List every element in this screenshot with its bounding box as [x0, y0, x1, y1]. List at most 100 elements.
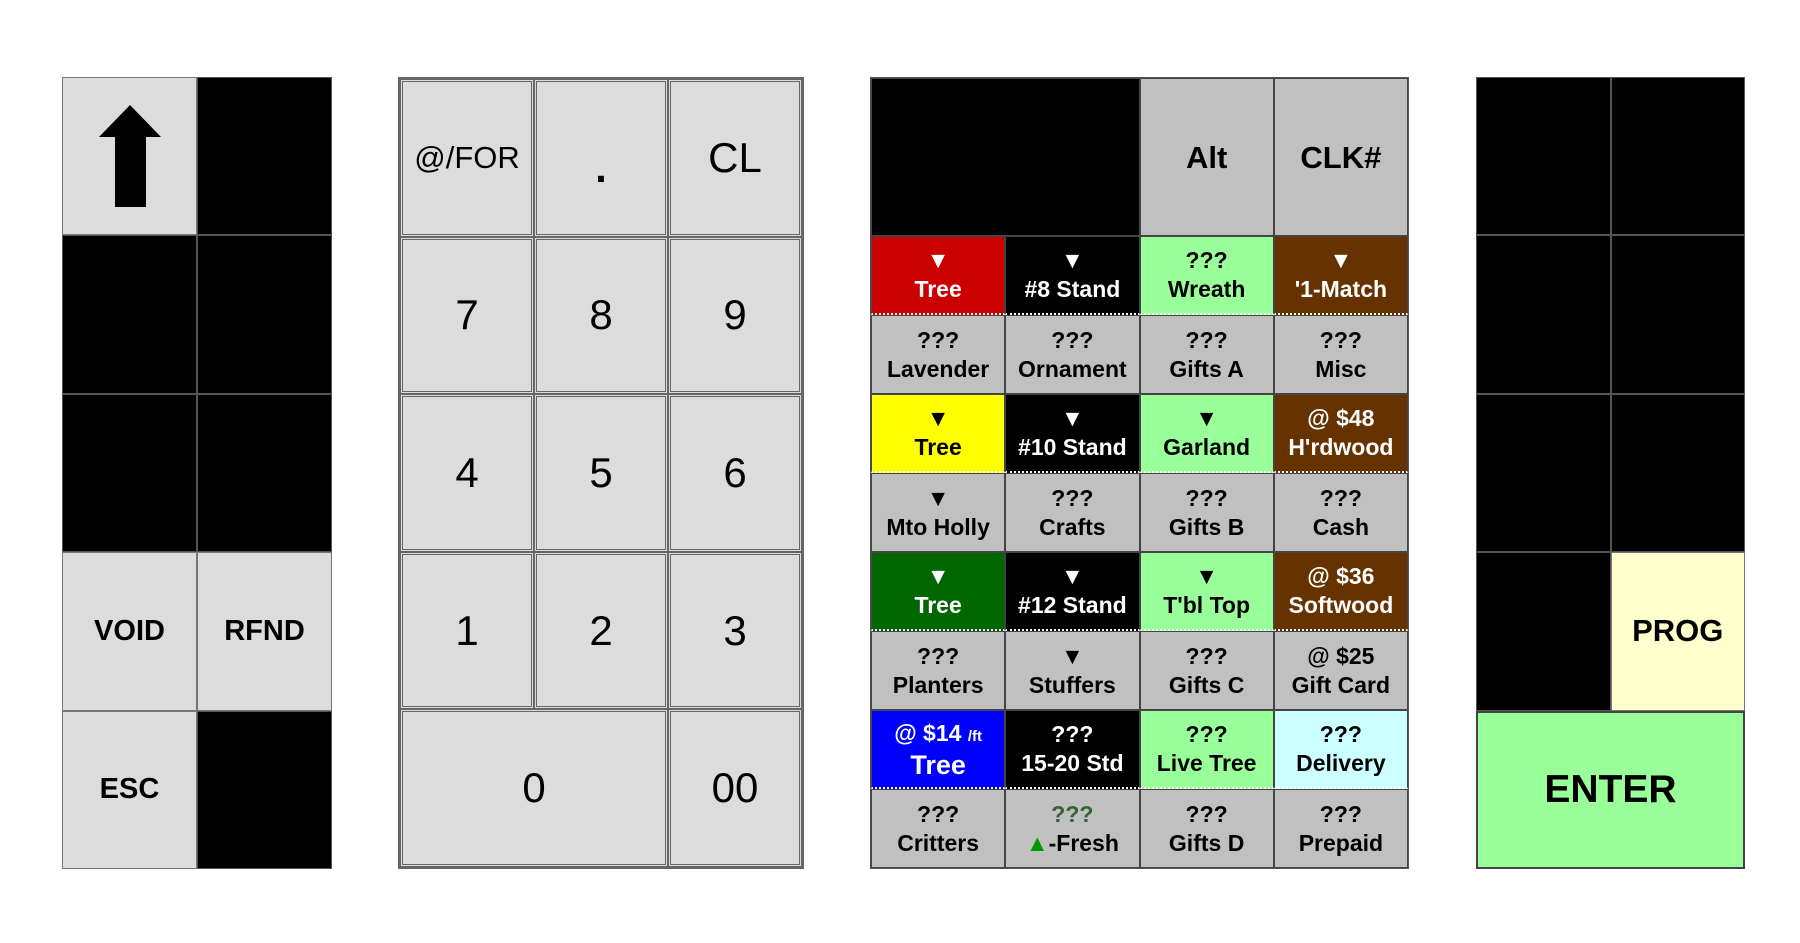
digit-2-button[interactable]: 2 [534, 551, 668, 710]
dept-key-t-bl-top[interactable]: ▼ T'bl Top [1139, 552, 1274, 631]
dept-key-gift-card[interactable]: @ $25 Gift Card [1273, 631, 1408, 710]
dept-key-gifts-c[interactable]: ??? Gifts C [1139, 631, 1274, 710]
dept-key-tree[interactable]: ▼ Tree [871, 552, 1006, 631]
enter-button[interactable]: ENTER [1476, 710, 1745, 869]
key-line-1: ??? [917, 800, 959, 829]
key-line-2-text: #8 Stand [1024, 276, 1121, 302]
dept-key-1-match[interactable]: ▼ '1-Match [1273, 236, 1408, 315]
dept-key-softwood[interactable]: @ $36 Softwood [1273, 552, 1408, 631]
key-line-1: ▼ [1061, 246, 1084, 275]
key-line-2-text: Critters [897, 829, 980, 856]
key-line-2-text: Prepaid [1298, 829, 1384, 856]
key-line-2: Gifts D [1169, 829, 1244, 858]
void-button[interactable]: VOID [62, 552, 197, 711]
dept-key-delivery[interactable]: ??? Delivery [1273, 710, 1408, 789]
key-line-1-text: @ $14 [894, 719, 962, 746]
key-line-2-text: Crafts [1039, 513, 1106, 540]
key-line-1-text: ▼ [1060, 247, 1084, 273]
dept-key-gifts-d[interactable]: ??? Gifts D [1139, 789, 1274, 868]
digit-6-button[interactable]: 6 [668, 394, 802, 552]
digit-9-button[interactable]: 9 [668, 236, 802, 395]
key-line-1: ??? [1320, 800, 1362, 829]
alt-button[interactable]: Alt [1139, 78, 1274, 236]
at-for-button[interactable]: @/FOR [400, 79, 534, 237]
dept-key-12-stand[interactable]: ▼ #12 Stand [1005, 552, 1140, 631]
clear-button[interactable]: CL [668, 79, 802, 237]
dept-key-stuffers[interactable]: ▼ Stuffers [1005, 631, 1140, 710]
dept-key-tree[interactable]: @ $14 /ft Tree [871, 710, 1006, 789]
refund-button[interactable]: RFND [197, 552, 332, 711]
key-line-2-text: Tree [914, 434, 962, 460]
dept-key-critters[interactable]: ??? Critters [871, 789, 1006, 868]
dept-key-cash[interactable]: ??? Cash [1273, 473, 1408, 552]
key-line-2: Delivery [1296, 749, 1386, 778]
dept-key-15-20-std[interactable]: ??? 15-20 Std [1005, 710, 1140, 789]
clerk-number-button[interactable]: CLK# [1273, 78, 1408, 236]
key-line-2: Planters [893, 671, 984, 700]
key-line-2: Garland [1163, 433, 1250, 462]
dept-key-tree[interactable]: ▼ Tree [871, 236, 1006, 315]
key-line-1-text: ▼ [1060, 563, 1084, 589]
key-line-1-text: ▼ [1060, 642, 1084, 669]
key-line-2-text: -Fresh [1048, 829, 1119, 856]
blank-key [197, 393, 332, 553]
dept-key-ornament[interactable]: ??? Ornament [1005, 315, 1140, 394]
dept-key-gifts-b[interactable]: ??? Gifts B [1139, 473, 1274, 552]
prog-button[interactable]: PROG [1610, 552, 1745, 711]
double-zero-button[interactable]: 00 [668, 709, 802, 867]
key-line-1: ??? [1186, 720, 1228, 749]
digit-5-button[interactable]: 5 [534, 394, 668, 552]
key-line-1-text: ??? [1051, 721, 1094, 747]
esc-button[interactable]: ESC [62, 710, 197, 869]
dept-key-misc[interactable]: ??? Misc [1273, 315, 1408, 394]
dept-key-prepaid[interactable]: ??? Prepaid [1273, 789, 1408, 868]
digit-7-button[interactable]: 7 [400, 236, 534, 395]
key-line-2-text: Tree [910, 749, 966, 780]
key-line-1: ??? [1051, 326, 1093, 355]
dept-key-lavender[interactable]: ??? Lavender [871, 315, 1006, 394]
dept-key-live-tree[interactable]: ??? Live Tree [1139, 710, 1274, 789]
key-line-2: Tree [914, 591, 961, 620]
key-line-2: Gifts C [1169, 671, 1244, 700]
key-line-1-text: ??? [1185, 800, 1228, 827]
key-line-2: Tree [914, 275, 961, 304]
decimal-button[interactable]: . [534, 79, 668, 237]
key-line-2-text: Wreath [1167, 276, 1246, 302]
key-line-1: ??? [1186, 246, 1228, 275]
key-line-1-text: ▼ [1195, 563, 1218, 589]
dept-key-10-stand[interactable]: ▼ #10 Stand [1005, 394, 1140, 473]
dept-key-mto-holly[interactable]: ▼ Mto Holly [871, 473, 1006, 552]
key-line-2-text: Gifts B [1168, 513, 1245, 540]
digit-8-button[interactable]: 8 [534, 236, 668, 395]
key-line-1-text: ??? [1319, 800, 1362, 827]
shift-button[interactable] [62, 77, 197, 236]
dept-key-fresh[interactable]: ??? ▲-Fresh [1005, 789, 1140, 868]
key-line-1: ▼ [1061, 642, 1084, 671]
digit-0-button[interactable]: 0 [400, 709, 668, 867]
dept-key-crafts[interactable]: ??? Crafts [1005, 473, 1140, 552]
key-line-2: Ornament [1018, 355, 1127, 384]
blank-key [1476, 77, 1611, 236]
function-keys-right: PROG ENTER [1476, 77, 1745, 869]
key-line-1-text: ??? [1185, 247, 1228, 273]
dept-key-tree[interactable]: ▼ Tree [871, 394, 1006, 473]
digit-1-button[interactable]: 1 [400, 551, 534, 710]
blank-key [62, 393, 197, 553]
numeric-keypad: @/FOR . CL 7 8 9 4 5 6 1 2 3 0 00 [398, 77, 804, 869]
dept-key-wreath[interactable]: ??? Wreath [1139, 236, 1274, 315]
key-line-1: ▼ [927, 484, 950, 513]
dept-key-h-rdwood[interactable]: @ $48 H'rdwood [1273, 394, 1408, 473]
dept-key-gifts-a[interactable]: ??? Gifts A [1139, 315, 1274, 394]
key-line-1: ??? [1186, 326, 1228, 355]
key-line-1-text: ▼ [926, 484, 950, 511]
digit-3-button[interactable]: 3 [668, 551, 802, 710]
dept-key-8-stand[interactable]: ▼ #8 Stand [1005, 236, 1140, 315]
key-line-2-text: Garland [1163, 434, 1251, 460]
dept-key-planters[interactable]: ??? Planters [871, 631, 1006, 710]
key-line-2-text: Tree [914, 592, 962, 618]
key-line-1-text: ??? [1051, 484, 1094, 511]
key-line-1: @ $48 [1307, 404, 1374, 433]
key-line-2: Gift Card [1292, 671, 1390, 700]
digit-4-button[interactable]: 4 [400, 394, 534, 552]
dept-key-garland[interactable]: ▼ Garland [1139, 394, 1274, 473]
